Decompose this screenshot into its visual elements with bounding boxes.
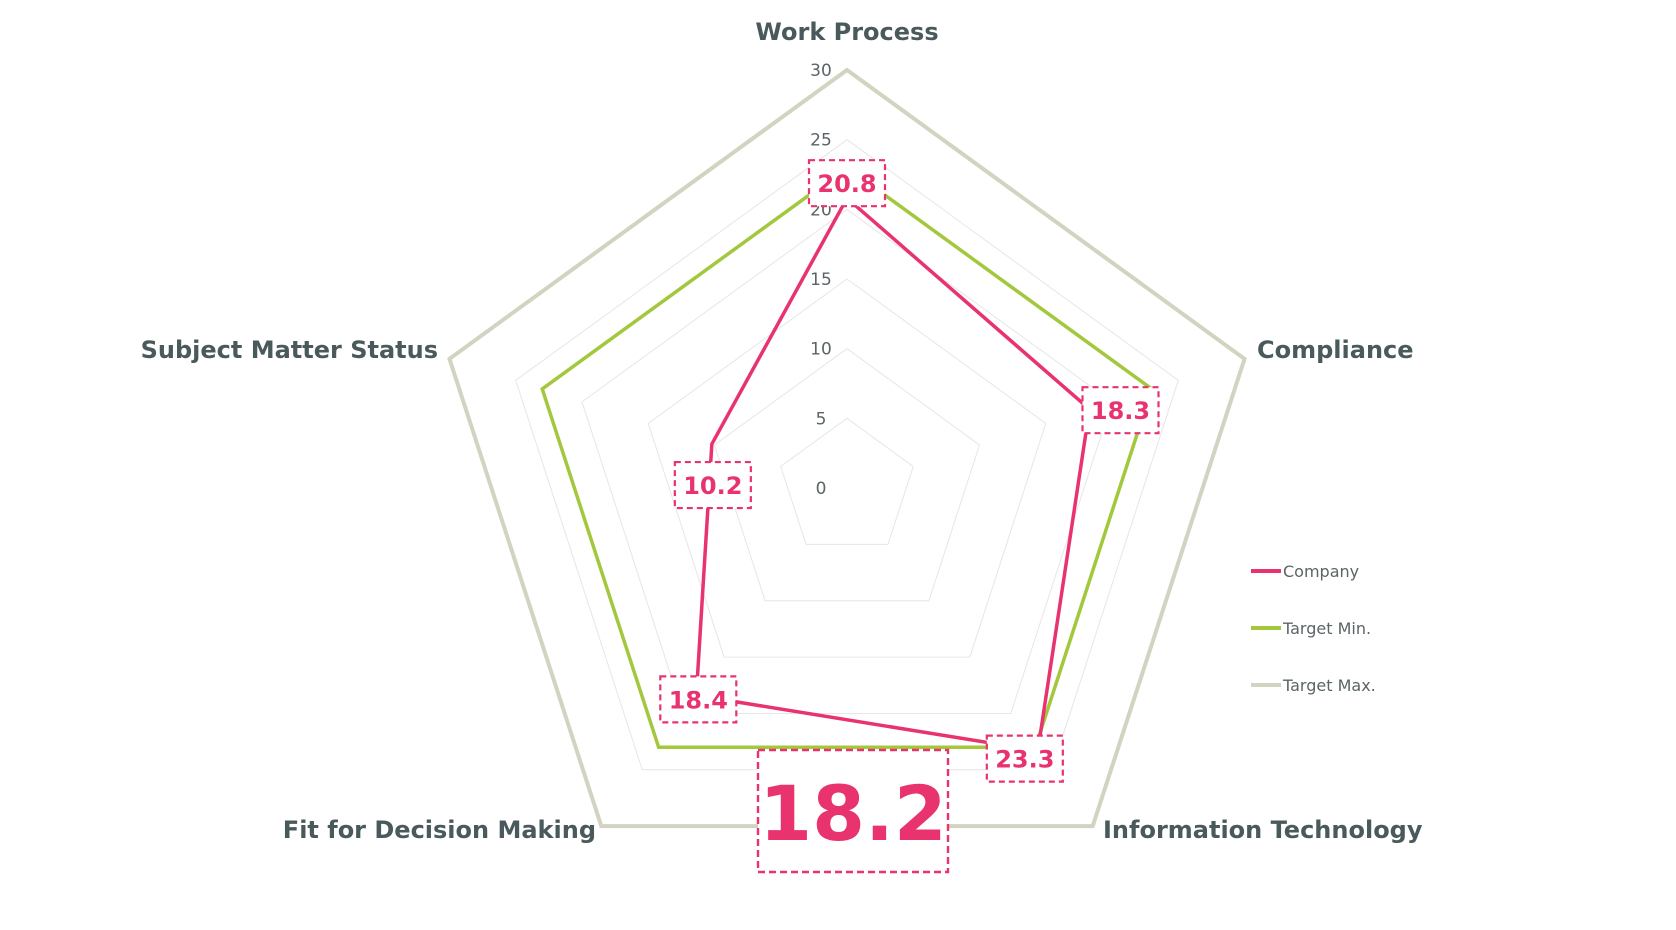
highlight-value: 18.2: [756, 748, 950, 874]
axis-label-layer: Work Process Compliance Information Techno…: [141, 18, 1423, 844]
data-label-value: 18.4: [669, 686, 728, 714]
axis-label-subject-matter-status: Subject Matter Status: [141, 336, 438, 364]
tick-label-25: 25: [810, 131, 832, 151]
axis-label-information-technology: Information Technology: [1103, 816, 1423, 844]
highlight-layer: 18.2: [756, 748, 950, 874]
data-label-compliance: 18.3: [1081, 386, 1160, 435]
data-label-value: 20.8: [817, 170, 876, 198]
grid-ring-20: [581, 208, 1113, 714]
data-label-box: [673, 460, 752, 510]
tick-label-5: 5: [816, 409, 827, 429]
data-label-work-process: 20.8: [807, 159, 887, 208]
grid-layer: [515, 139, 1179, 771]
data-label-layer: 20.8 18.3 23.3 18.4 10.2: [659, 159, 1160, 783]
data-label-box: [1081, 386, 1160, 435]
tick-label-10: 10: [810, 340, 832, 360]
highlight-box: [756, 748, 950, 874]
tick-label-30: 30: [810, 61, 832, 81]
data-label-value: 10.2: [683, 472, 742, 500]
data-label-information-technology: 23.3: [985, 734, 1064, 783]
grid-ring-10: [713, 348, 981, 602]
tick-label-15: 15: [810, 270, 832, 290]
legend-label-target-max: Target Max.: [1282, 676, 1376, 695]
legend-label-target-min: Target Min.: [1282, 619, 1371, 638]
axis-label-fit-for-decision-making: Fit for Decision Making: [283, 816, 596, 844]
data-label-value: 23.3: [995, 746, 1054, 774]
grid-ring-5: [780, 417, 914, 545]
data-label-box: [985, 734, 1064, 783]
legend-label-company: Company: [1283, 562, 1359, 581]
data-label-value: 18.3: [1091, 397, 1150, 425]
data-label-box: [807, 159, 887, 208]
axis-label-work-process: Work Process: [755, 18, 938, 46]
grid-ring-25: [515, 139, 1179, 771]
grid-ring-15: [647, 278, 1047, 658]
data-label-subject-matter-status: 10.2: [673, 460, 752, 510]
highlight-value-text: 18.2: [759, 769, 947, 858]
legend: Company Target Min. Target Max.: [1251, 562, 1376, 695]
axis-label-compliance: Compliance: [1257, 336, 1414, 364]
series-line-company: [694, 195, 1092, 753]
data-label-fit-for-decision-making: 18.4: [659, 675, 738, 724]
data-label-box: [659, 675, 738, 724]
series-line-target-min: [540, 165, 1154, 750]
tick-label-0: 0: [816, 479, 827, 499]
